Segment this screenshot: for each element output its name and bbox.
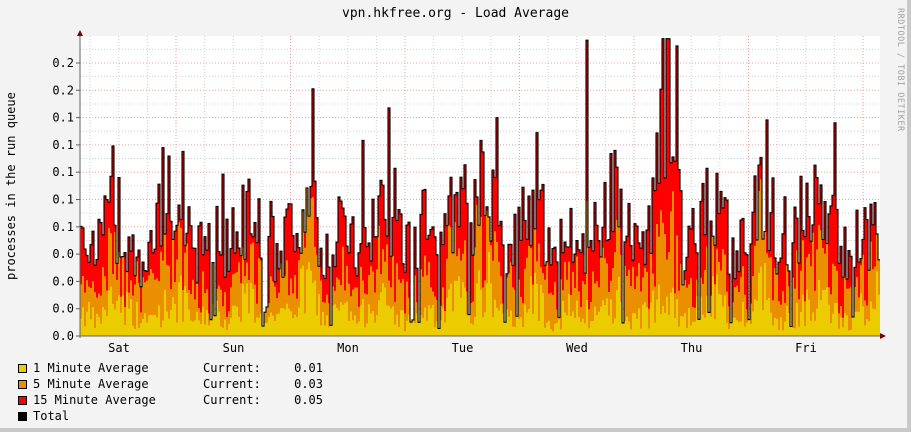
y-tick-label: 0.2 — [52, 56, 74, 70]
legend-item-15min: 15 Minute Average Current: 0.05 — [18, 392, 323, 408]
x-tick-label: Wed — [566, 341, 588, 355]
y-tick-label: 0.0 — [52, 247, 74, 261]
x-tick-label: Sat — [108, 341, 130, 355]
legend-swatch-orange-icon — [18, 379, 27, 389]
legend-item-5min: 5 Minute Average Current: 0.03 — [18, 376, 323, 392]
x-tick-label: Mon — [337, 341, 359, 355]
y-axis-arrow-icon — [77, 30, 83, 36]
x-tick-label: Fri — [795, 341, 817, 355]
y-tick-label: 0.0 — [52, 329, 74, 343]
legend-current-value: 0.05 — [294, 393, 323, 407]
legend-label: 5 Minute Average — [33, 377, 149, 391]
x-axis-arrow-icon — [880, 333, 886, 339]
legend-current-label: Current: — [203, 393, 261, 407]
legend-label: Total — [33, 409, 70, 423]
legend-swatch-red-icon — [18, 395, 27, 405]
legend-current-value: 0.03 — [294, 377, 323, 391]
y-axis-ticks: 0.0 0.0 0.0 0.0 0.1 0.1 0.1 0.1 0.1 0.2 0.2 — [52, 56, 80, 343]
area-1min — [80, 251, 880, 336]
area-5min — [80, 179, 880, 336]
legend-item-1min: 1 Minute Average Current: 0.01 — [18, 360, 323, 376]
legend-item-total: Total — [18, 408, 323, 424]
legend-current-label: Current: — [203, 361, 261, 375]
legend: 1 Minute Average Current: 0.01 5 Minute … — [18, 360, 323, 424]
y-tick-label: 0.2 — [52, 83, 74, 97]
legend-swatch-yellow-icon — [18, 363, 27, 373]
y-tick-label: 0.1 — [52, 111, 74, 125]
y-tick-label: 0.1 — [52, 193, 74, 207]
y-tick-label: 0.1 — [52, 220, 74, 234]
x-tick-label: Thu — [681, 341, 703, 355]
x-tick-label: Sun — [223, 341, 245, 355]
line-total — [80, 38, 880, 330]
legend-label: 15 Minute Average — [33, 393, 156, 407]
chart-title: vpn.hkfree.org - Load Average — [342, 6, 569, 21]
x-tick-label: Tue — [452, 341, 474, 355]
y-tick-label: 0.0 — [52, 302, 74, 316]
rrdtool-watermark: RRDTOOL / TOBI OETIKER — [895, 8, 905, 132]
data-areas — [80, 38, 880, 336]
y-tick-label: 0.1 — [52, 165, 74, 179]
x-axis-ticks: Sat Sun Mon Tue Wed Thu Fri — [108, 341, 817, 355]
y-tick-label: 0.0 — [52, 274, 74, 288]
y-tick-label: 0.1 — [52, 138, 74, 152]
legend-current-label: Current: — [203, 377, 261, 391]
legend-current-value: 0.01 — [294, 361, 323, 375]
legend-label: 1 Minute Average — [33, 361, 149, 375]
legend-swatch-black-icon — [18, 411, 27, 421]
